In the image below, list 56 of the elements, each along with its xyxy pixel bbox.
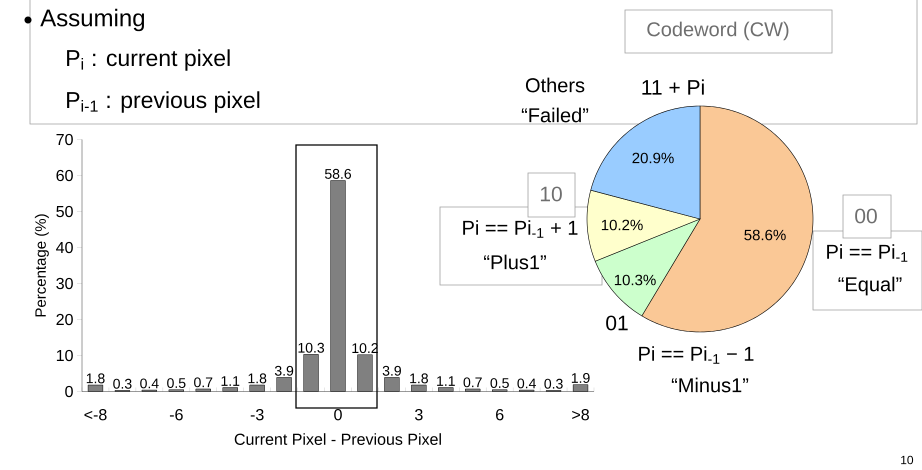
- text: Pi == Pi$_{-1}$ − 1: [639, 346, 754, 364]
- y-tick-label: 0: [65, 386, 73, 398]
- x-tick-label: <-8: [84, 409, 107, 420]
- slice-label: 01: [606, 316, 628, 330]
- data-label: 0.3: [544, 378, 563, 389]
- data-label: 0.4: [517, 378, 536, 388]
- text: P$_{i-1}$ : previous pixel: [67, 91, 260, 113]
- data-label: 0.3: [113, 378, 132, 389]
- annotation: “Plus1”: [484, 254, 546, 270]
- slice-label: 11 + Pi: [642, 79, 704, 95]
- text: 10: [901, 456, 914, 464]
- data-label: 0.5: [167, 378, 186, 388]
- data-label: 3.9: [274, 366, 294, 376]
- data-label: 0.7: [464, 377, 482, 388]
- slice-label: 00: [855, 208, 877, 224]
- text: “Failed”: [522, 108, 588, 122]
- data-label: 3.9: [382, 366, 401, 376]
- data-label: 0.5: [490, 378, 509, 388]
- x-tick-label: -6: [170, 409, 183, 420]
- data-label: 1.1: [222, 376, 240, 386]
- data-label: 58.6: [324, 168, 352, 179]
- data-label: 0.4: [140, 378, 159, 388]
- x-tick-label: 6: [496, 409, 504, 420]
- data-label: 10.3: [298, 342, 324, 353]
- y-tick-label: 40: [56, 242, 73, 254]
- slice-label: 10: [540, 186, 562, 202]
- data-label: 1.1: [437, 376, 455, 386]
- data-label: 1.9: [572, 373, 590, 383]
- data-label: 58.6%: [744, 230, 786, 240]
- y-tick-label: 50: [56, 206, 73, 218]
- annotation: Pi == Pi$_{-1}$ + 1: [463, 220, 578, 238]
- text: Assuming: [40, 8, 144, 32]
- y-tick-label: 20: [56, 314, 73, 326]
- data-label: 10.3%: [614, 274, 656, 286]
- x-tick-label: -3: [250, 409, 264, 420]
- x-axis-title: Current Pixel - Previous Pixel: [234, 433, 441, 445]
- y-axis-title: Percentage (%): [34, 214, 49, 316]
- y-tick-label: 60: [56, 170, 73, 182]
- y-tick-label: 70: [56, 134, 73, 146]
- y-tick-label: 30: [56, 278, 73, 290]
- x-tick-label: 3: [415, 409, 423, 420]
- text: Pi == Pi$_{-1}$: [827, 244, 908, 262]
- data-label: 10.2%: [602, 220, 643, 230]
- text: Codeword (CW): [647, 22, 788, 40]
- text: P$_{i}$ : current pixel: [67, 49, 230, 71]
- text: “Minus1”: [672, 378, 748, 392]
- data-label: 0.7: [194, 377, 212, 388]
- data-label: 1.8: [410, 373, 428, 384]
- data-label: 20.9%: [632, 152, 674, 164]
- text: “Equal”: [838, 276, 902, 296]
- x-tick-label: 0: [334, 409, 342, 420]
- x-tick-label: >8: [572, 409, 589, 420]
- y-tick-label: 10: [56, 350, 73, 362]
- text: Others: [526, 78, 584, 92]
- data-label: 1.8: [86, 373, 105, 384]
- data-label: 1.8: [248, 373, 266, 384]
